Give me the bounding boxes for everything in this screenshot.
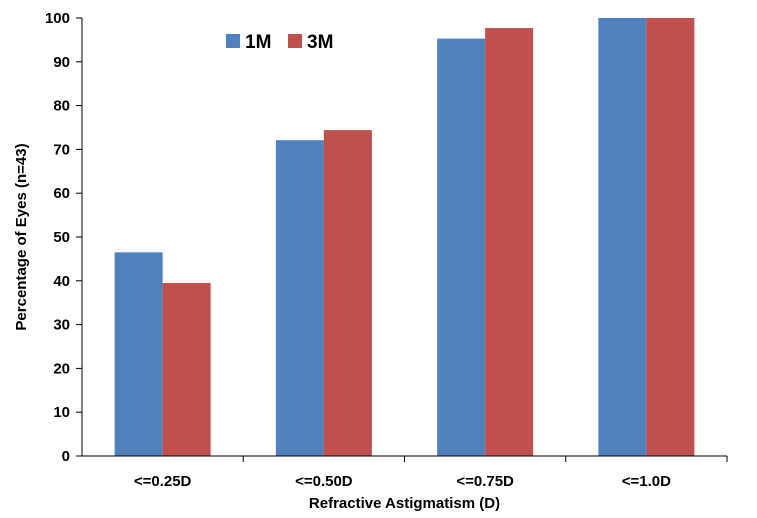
bar-3m-0 bbox=[163, 283, 211, 456]
y-tick-label: 50 bbox=[53, 229, 70, 246]
legend-swatch-1m bbox=[226, 34, 240, 48]
y-tick-label: 80 bbox=[53, 98, 70, 115]
bar-1m-3 bbox=[598, 18, 646, 456]
legend: 1M 3M bbox=[226, 32, 333, 53]
y-tick-label: 10 bbox=[53, 404, 70, 421]
bar-1m-1 bbox=[276, 140, 324, 456]
y-axis-title: Percentage of Eyes (n=43) bbox=[13, 143, 30, 330]
y-tick-label: 30 bbox=[53, 317, 70, 334]
legend-label-3m: 3M bbox=[307, 32, 333, 53]
x-tick-label: <=1.0D bbox=[622, 473, 671, 490]
bar-3m-3 bbox=[646, 18, 694, 456]
x-tick-label: <=0.50D bbox=[295, 473, 353, 490]
y-tick-label: 100 bbox=[45, 10, 70, 27]
bar-1m-0 bbox=[115, 252, 163, 456]
x-ticks: <=0.25D <=0.50D <=0.75D <=1.0D bbox=[134, 456, 727, 490]
x-tick-label: <=0.75D bbox=[456, 473, 514, 490]
bar-3m-1 bbox=[324, 130, 372, 456]
y-tick-label: 70 bbox=[53, 141, 70, 158]
legend-swatch-3m bbox=[288, 34, 302, 48]
x-axis-title: Refractive Astigmatism (D) bbox=[309, 495, 500, 512]
legend-label-1m: 1M bbox=[245, 32, 271, 53]
x-tick-label: <=0.25D bbox=[134, 473, 192, 490]
y-tick-label: 60 bbox=[53, 185, 70, 202]
y-tick-label: 20 bbox=[53, 360, 70, 377]
bar-3m-2 bbox=[485, 28, 533, 456]
y-ticks: 0 10 20 30 40 50 60 70 80 90 100 bbox=[45, 10, 82, 465]
bar-1m-2 bbox=[437, 39, 485, 456]
y-tick-label: 40 bbox=[53, 273, 70, 290]
y-tick-label: 90 bbox=[53, 54, 70, 71]
y-tick-label: 0 bbox=[62, 448, 70, 465]
bars bbox=[115, 18, 695, 456]
